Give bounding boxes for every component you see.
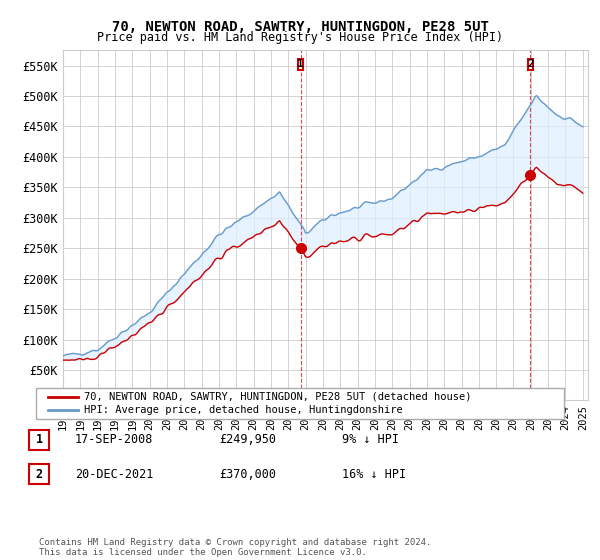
Text: 9% ↓ HPI: 9% ↓ HPI: [342, 433, 399, 446]
Text: 20-DEC-2021: 20-DEC-2021: [75, 468, 154, 481]
Text: 2: 2: [36, 468, 43, 481]
Text: 70, NEWTON ROAD, SAWTRY, HUNTINGDON, PE28 5UT (detached house): 70, NEWTON ROAD, SAWTRY, HUNTINGDON, PE2…: [84, 391, 472, 402]
FancyBboxPatch shape: [528, 59, 533, 70]
Text: 16% ↓ HPI: 16% ↓ HPI: [342, 468, 406, 481]
Text: Price paid vs. HM Land Registry's House Price Index (HPI): Price paid vs. HM Land Registry's House …: [97, 31, 503, 44]
Text: 2: 2: [527, 59, 533, 69]
Text: 70, NEWTON ROAD, SAWTRY, HUNTINGDON, PE28 5UT: 70, NEWTON ROAD, SAWTRY, HUNTINGDON, PE2…: [112, 20, 488, 34]
FancyBboxPatch shape: [298, 59, 303, 70]
Text: HPI: Average price, detached house, Huntingdonshire: HPI: Average price, detached house, Hunt…: [84, 405, 403, 416]
Text: £370,000: £370,000: [219, 468, 276, 481]
Text: 1: 1: [298, 59, 304, 69]
Text: Contains HM Land Registry data © Crown copyright and database right 2024.
This d: Contains HM Land Registry data © Crown c…: [39, 538, 431, 557]
Text: 1: 1: [36, 433, 43, 446]
Text: 17-SEP-2008: 17-SEP-2008: [75, 433, 154, 446]
Text: £249,950: £249,950: [219, 433, 276, 446]
